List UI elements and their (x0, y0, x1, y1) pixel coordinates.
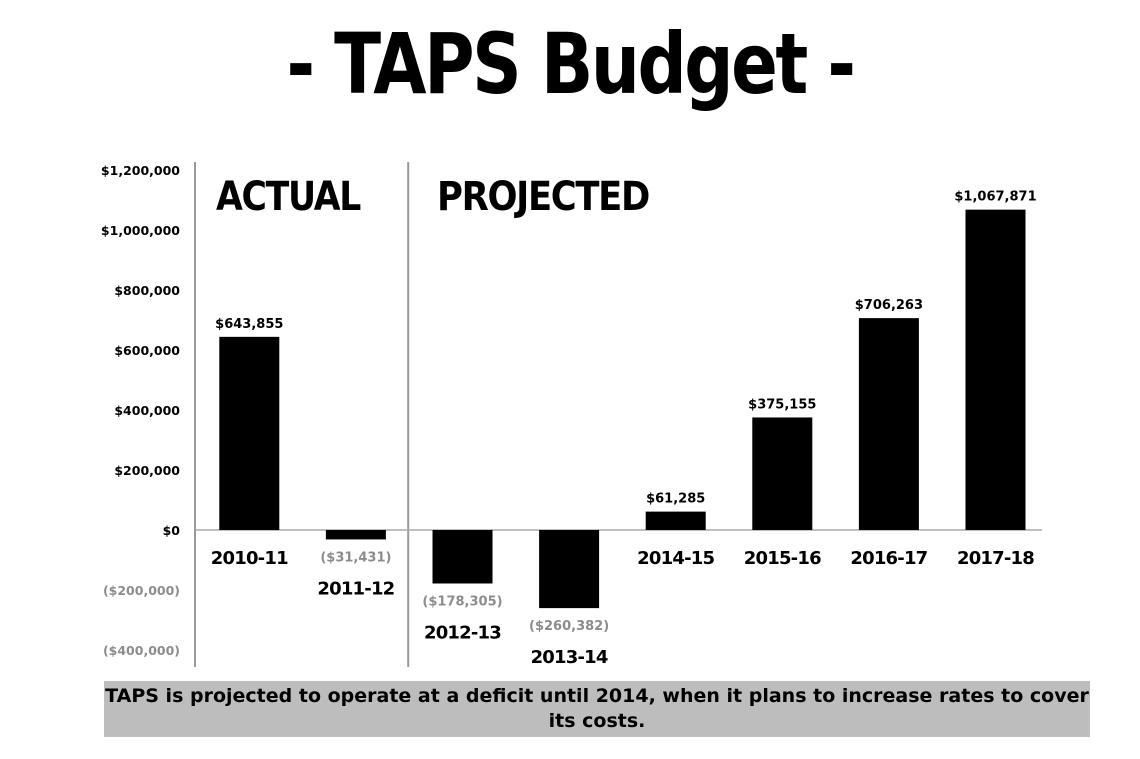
category-label: 2016-17 (850, 548, 927, 569)
chart-title: - TAPS Budget - (286, 15, 856, 113)
data-label: $1,067,871 (954, 190, 1036, 205)
section-label-actual: ACTUAL (216, 174, 361, 220)
data-label: $706,263 (855, 298, 923, 313)
bar (432, 530, 493, 584)
y-tick-label: $600,000 (114, 343, 180, 358)
y-tick-label: $0 (163, 523, 181, 538)
category-label: 2015-16 (744, 548, 821, 569)
data-label: $375,155 (748, 397, 816, 412)
data-label: ($178,305) (422, 594, 502, 609)
bar (965, 209, 1026, 530)
category-label: 2017-18 (957, 548, 1034, 569)
bar-chart: $1,200,000 $1,000,000 $800,000 $600,000 $400… (101, 162, 1042, 668)
category-label: 2010-11 (211, 548, 288, 569)
category-label: 2013-14 (531, 647, 608, 668)
bar (858, 318, 919, 530)
caption-text: TAPS is projected to operate at a defici… (105, 685, 1089, 732)
category-label: 2011-12 (317, 578, 394, 599)
y-tick-label: ($400,000) (103, 643, 180, 658)
y-tick-label: $200,000 (114, 463, 180, 478)
caption-box: TAPS is projected to operate at a defici… (104, 681, 1090, 737)
bar (752, 417, 813, 530)
y-tick-label: $1,200,000 (101, 163, 180, 178)
data-label: ($31,431) (320, 550, 391, 565)
data-label: $61,285 (646, 492, 705, 507)
data-label: $643,855 (215, 317, 283, 332)
category-label: 2012-13 (424, 622, 501, 643)
y-tick-label: $400,000 (114, 403, 180, 418)
bar (539, 530, 600, 609)
category-label: 2014-15 (637, 548, 714, 569)
y-tick-label: $1,000,000 (101, 223, 180, 238)
y-tick-label: $800,000 (114, 283, 180, 298)
section-label-projected: PROJECTED (437, 174, 649, 220)
data-label: ($260,382) (529, 619, 609, 634)
bar (219, 336, 280, 530)
y-tick-label: ($200,000) (103, 583, 180, 598)
bar (645, 511, 706, 530)
bar (325, 530, 386, 540)
